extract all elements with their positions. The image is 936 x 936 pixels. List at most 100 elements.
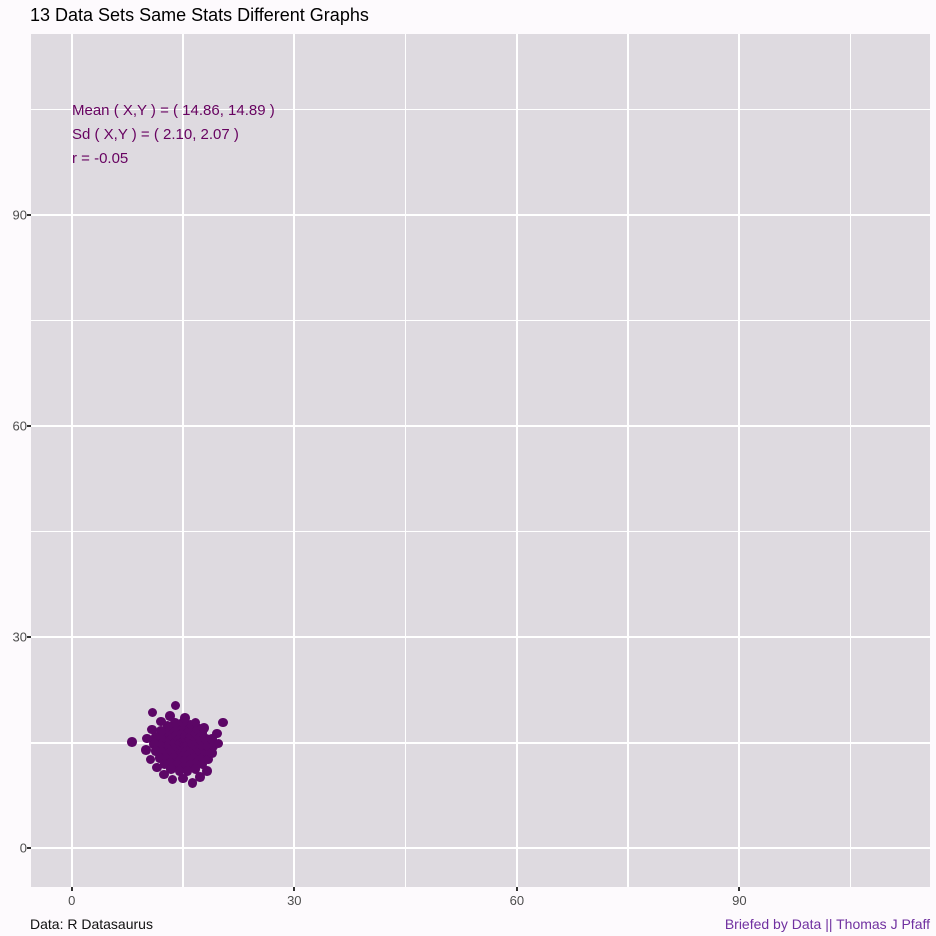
data-point [170, 700, 181, 711]
data-point [156, 747, 167, 757]
y-axis-tick-mark [27, 213, 31, 216]
data-point [127, 737, 137, 747]
gridline-major-x [293, 34, 296, 887]
stats-annotation: Mean ( X,Y ) = ( 14.86, 14.89 ) Sd ( X,Y… [72, 99, 275, 171]
data-point [165, 757, 176, 768]
data-point [170, 718, 180, 728]
plot-panel [31, 34, 930, 887]
data-point [154, 753, 165, 763]
data-point [149, 739, 159, 749]
data-point [152, 762, 162, 773]
data-point [190, 717, 201, 728]
gridline-minor-x [849, 34, 852, 887]
gridline-minor-y [31, 319, 930, 322]
data-point [185, 760, 196, 771]
x-axis-tick-label: 0 [68, 893, 76, 908]
data-point [184, 749, 194, 760]
gridline-major-y [31, 425, 930, 427]
data-point [212, 728, 222, 739]
y-axis-tick-label: 60 [12, 418, 27, 434]
stats-sd-line: Sd ( X,Y ) = ( 2.10, 2.07 ) [72, 126, 239, 143]
data-point [196, 735, 206, 745]
data-point [180, 756, 191, 766]
data-point [182, 766, 193, 776]
gridline-major-x [515, 34, 518, 887]
data-point [197, 728, 208, 738]
caption-data-source: Data: R Datasaurus [30, 916, 153, 932]
data-point [207, 734, 217, 744]
gridline-minor-y [31, 530, 930, 533]
x-axis-tick-label: 30 [287, 893, 302, 908]
data-point [199, 723, 209, 733]
data-point [201, 734, 211, 744]
data-point [150, 732, 161, 742]
y-axis-tick-mark [27, 425, 31, 427]
x-axis-tick-mark [293, 887, 296, 891]
data-point [195, 746, 205, 756]
data-point [201, 766, 212, 776]
data-point [147, 707, 158, 718]
data-point [180, 713, 191, 723]
gridline-minor-x [627, 34, 629, 887]
data-point [164, 711, 175, 721]
data-point [141, 744, 151, 755]
data-point [156, 716, 166, 727]
gridline-major-x [738, 34, 741, 887]
x-axis-tick-mark [515, 887, 518, 891]
data-point [160, 752, 171, 763]
data-point [158, 769, 169, 780]
data-point [198, 753, 208, 763]
data-point [161, 743, 172, 754]
data-point [159, 759, 170, 769]
data-point [174, 766, 185, 776]
data-point [174, 755, 185, 766]
gridline-major-y [31, 213, 930, 216]
data-point [178, 725, 188, 736]
data-point [186, 754, 196, 765]
chart-title: 13 Data Sets Same Stats Different Graphs [30, 5, 369, 25]
gridline-minor-x [182, 34, 184, 887]
data-point [147, 724, 157, 735]
data-point [156, 734, 166, 744]
data-point [192, 723, 202, 733]
data-point [201, 747, 212, 758]
data-point [179, 751, 189, 761]
gridline-minor-y [31, 108, 930, 111]
data-point [167, 774, 178, 785]
data-point [190, 763, 201, 774]
data-point [166, 763, 176, 774]
x-axis-tick-mark [70, 887, 73, 891]
data-point [178, 773, 188, 784]
y-axis-tick-mark [27, 847, 31, 850]
data-point [207, 748, 217, 759]
y-axis-tick-label: 0 [19, 840, 27, 856]
stats-mean-line: Mean ( X,Y ) = ( 14.86, 14.89 ) [72, 102, 275, 119]
data-point [155, 740, 165, 751]
stats-r-line: r = -0.05 [72, 150, 129, 167]
data-point [218, 717, 228, 728]
data-point [172, 760, 182, 771]
data-point [195, 772, 205, 782]
gridline-major-y [31, 847, 930, 850]
gridline-major-y [31, 636, 930, 639]
gridline-minor-y [31, 741, 930, 744]
data-point [141, 733, 152, 744]
data-point [213, 738, 224, 749]
gridline-major-x [70, 34, 73, 887]
data-point [203, 754, 214, 765]
data-point [169, 752, 179, 763]
data-point [197, 759, 208, 770]
data-point [190, 741, 201, 752]
data-point [161, 737, 171, 748]
x-axis-tick-label: 60 [509, 893, 525, 908]
data-point [187, 778, 198, 788]
data-point [188, 746, 199, 756]
data-point [185, 719, 196, 730]
caption-credit: Briefed by Data || Thomas J Pfaff [724, 916, 930, 932]
data-point [196, 740, 207, 751]
data-point [202, 741, 213, 752]
x-axis-tick-mark [738, 887, 741, 891]
data-point [162, 732, 173, 742]
y-axis-tick-mark [27, 636, 31, 639]
